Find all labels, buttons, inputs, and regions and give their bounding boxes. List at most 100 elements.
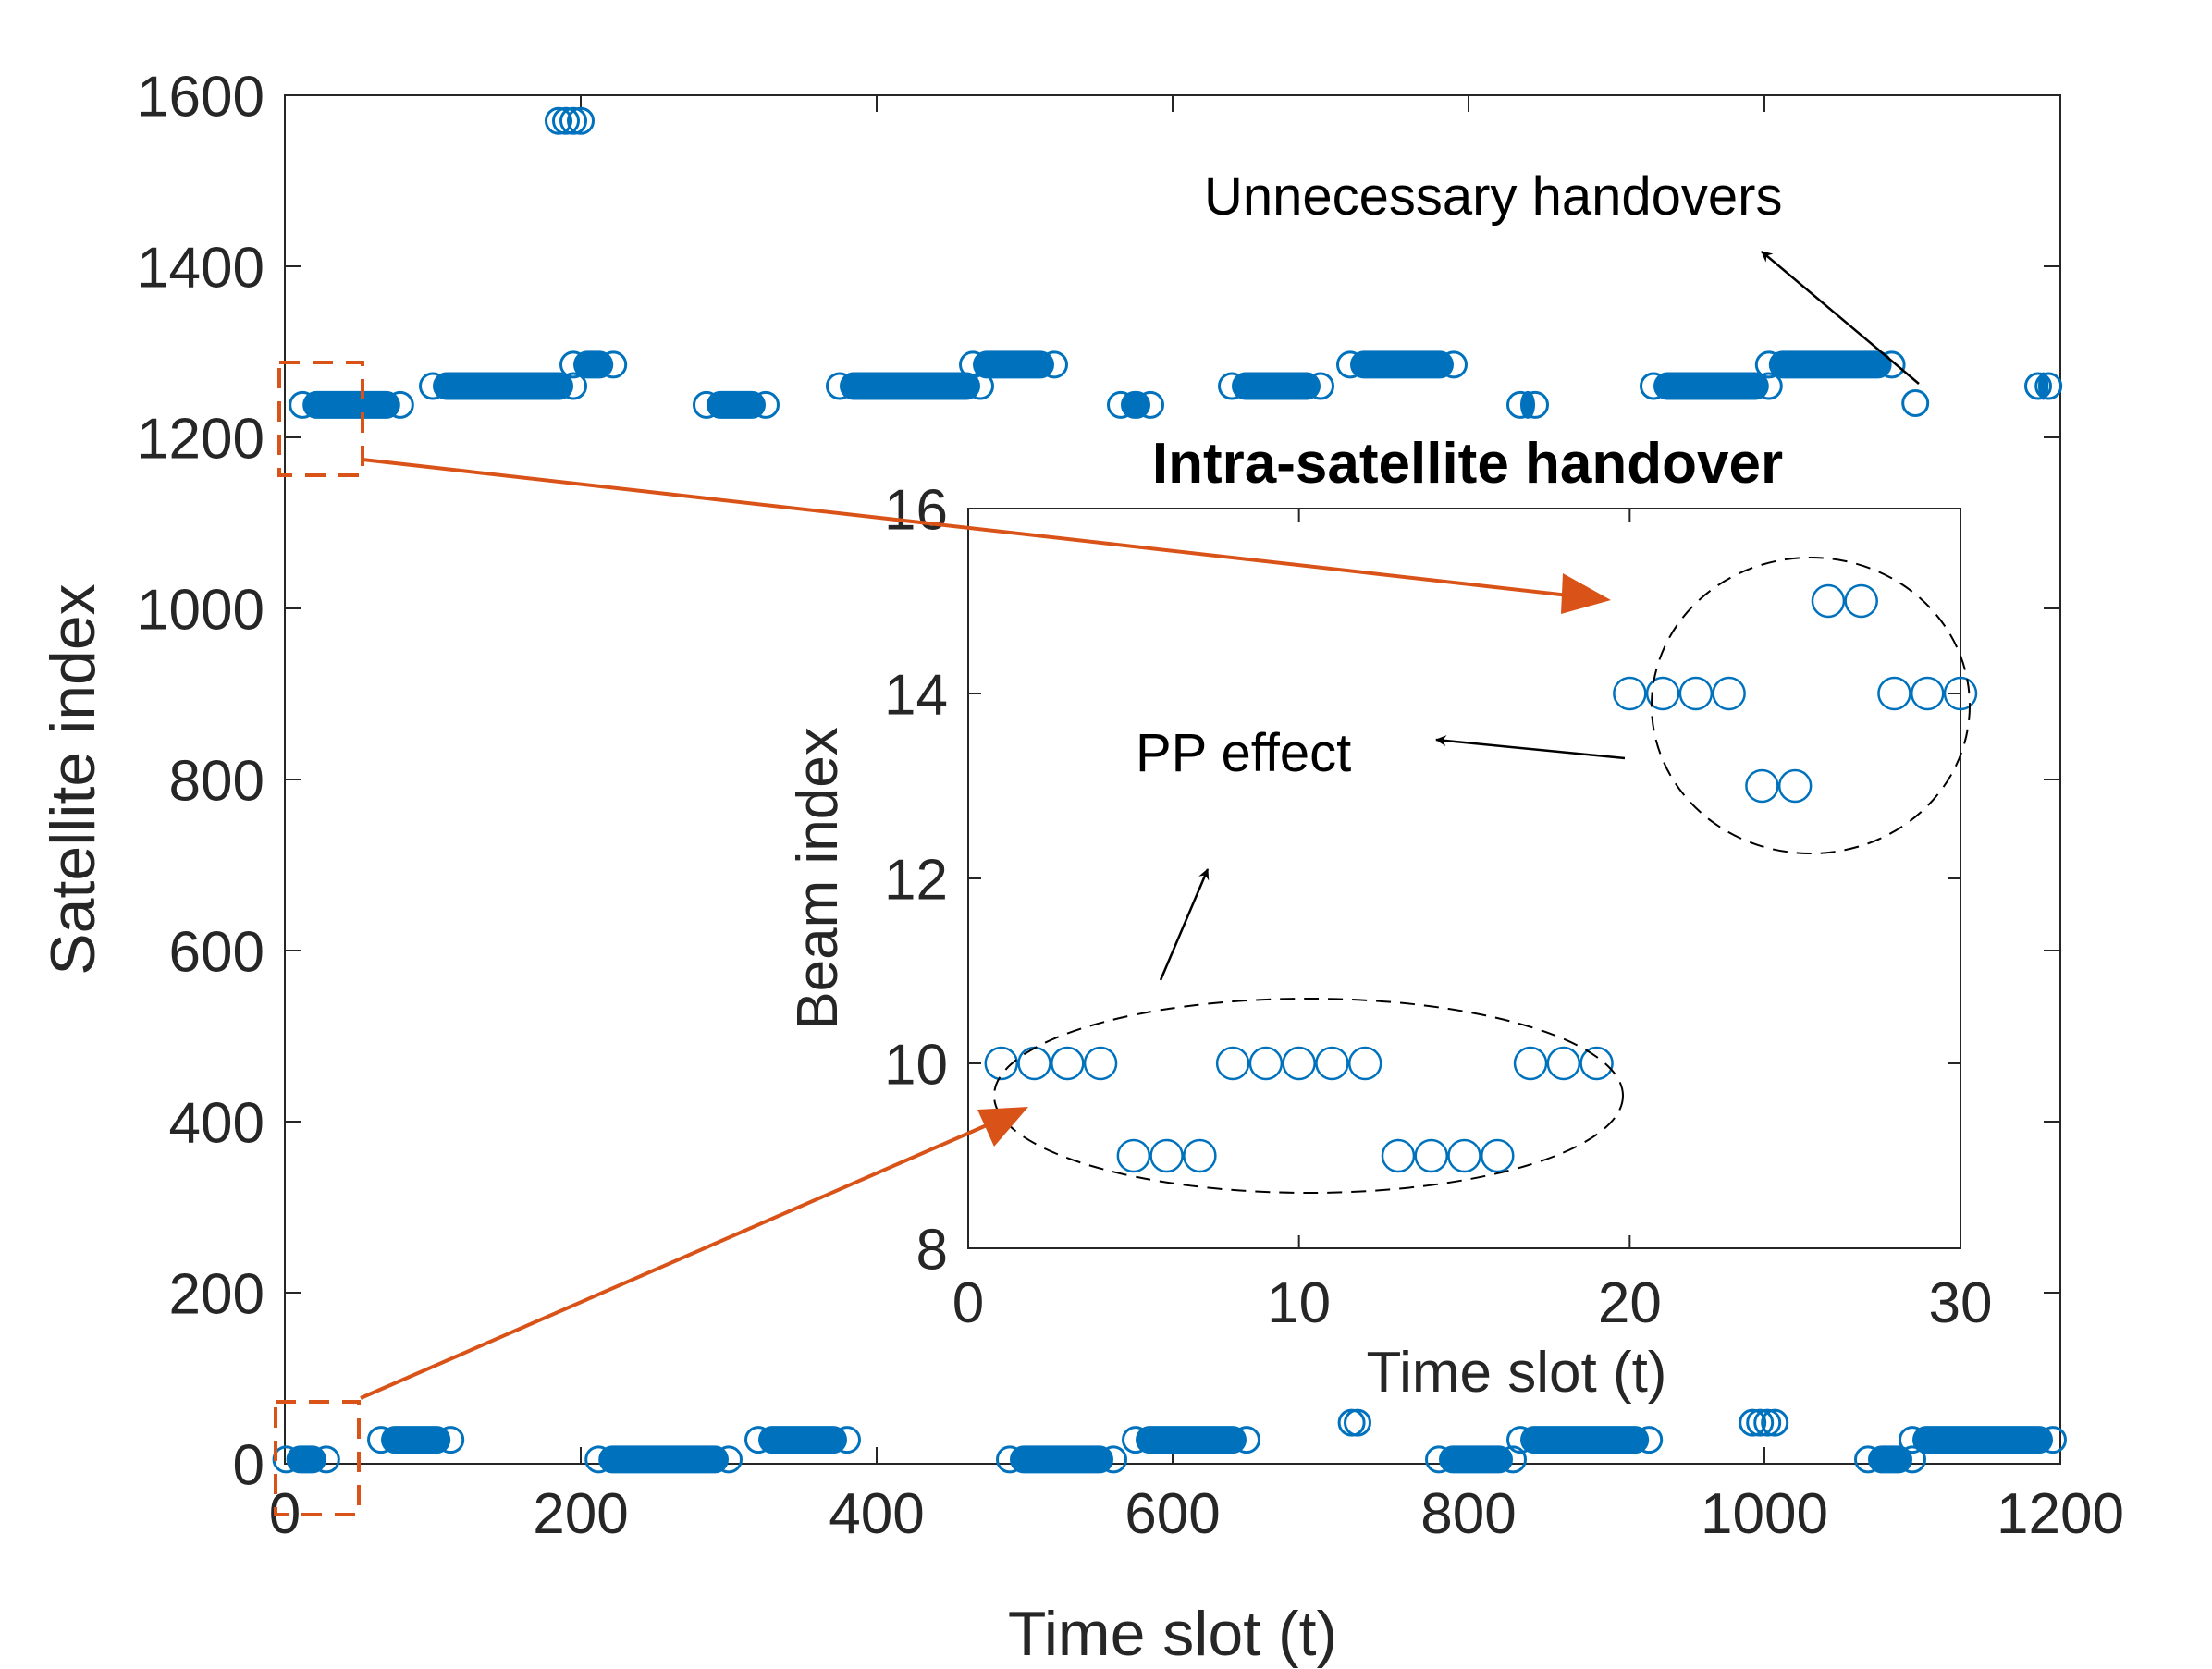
data-segment	[744, 1426, 861, 1454]
x-tick-label: 20	[1598, 1271, 1662, 1335]
data-point	[1344, 1408, 1371, 1437]
data-point	[1901, 389, 1930, 417]
data-segment-fill	[1653, 372, 1769, 400]
data-point	[559, 106, 587, 135]
data-point	[959, 350, 987, 379]
inset-x-axis-label: Time slot (t)	[1367, 1341, 1667, 1405]
data-point	[1499, 1445, 1527, 1474]
inset-data-point	[1215, 1046, 1250, 1081]
data-point	[1233, 1426, 1260, 1454]
data-point	[2024, 372, 2052, 400]
unnecessary-handovers-label: Unnecessary handovers	[1204, 166, 1782, 227]
data-segment	[1122, 1426, 1260, 1454]
data-point	[419, 372, 447, 400]
data-point	[1122, 1426, 1149, 1454]
data-point	[1425, 1445, 1453, 1474]
inset-data-point	[1811, 583, 1846, 619]
data-point	[552, 106, 580, 135]
inset-data-points	[984, 583, 1978, 1173]
data-segment-fill	[1121, 390, 1150, 419]
data-segment	[1425, 1445, 1527, 1474]
data-point	[289, 390, 317, 419]
inset-data-point	[1481, 1138, 1515, 1173]
data-segment-fill	[1232, 372, 1321, 400]
data-point	[1899, 1426, 1926, 1454]
data-point	[545, 106, 572, 135]
data-point	[2034, 372, 2063, 400]
data-point	[584, 1445, 613, 1474]
data-point	[693, 390, 720, 419]
y-tick-label: 800	[169, 749, 264, 813]
data-point	[1506, 1426, 1534, 1454]
data-segment	[996, 1445, 1127, 1474]
data-segment	[1854, 1445, 1926, 1474]
inset-data-point	[1282, 1046, 1316, 1081]
inset-data-point	[984, 1046, 1019, 1081]
data-point	[1307, 372, 1334, 400]
data-segment	[1336, 350, 1468, 379]
inset-data-point	[1051, 1046, 1085, 1081]
data-point	[1877, 350, 1906, 379]
data-segment	[1506, 390, 1549, 419]
data-point	[1640, 372, 1667, 400]
data-point	[599, 350, 628, 379]
data-point	[1107, 390, 1135, 419]
data-segment-fill	[1520, 1426, 1650, 1454]
x-tick-label: 600	[1124, 1482, 1220, 1546]
y-tick-label: 600	[169, 920, 264, 984]
data-point	[436, 1426, 465, 1454]
inset-data-point	[1315, 1046, 1349, 1081]
zoom-arrow-bottom	[360, 1107, 1028, 1400]
data-point	[744, 1426, 772, 1454]
inset-data-point	[1745, 768, 1779, 804]
inset-plot-frame	[967, 508, 1961, 1249]
inset-x-ticks: 0 10 20 30	[952, 509, 1992, 1335]
data-segment-fill	[973, 350, 1054, 379]
inset-chart: Intra-satellite handover 0 10 20 30 8 10 12 14…	[786, 432, 1992, 1405]
data-point	[752, 390, 780, 419]
y-tick-label: 1600	[137, 65, 264, 129]
data-point	[1137, 390, 1164, 419]
data-point	[1336, 350, 1364, 379]
data-segment	[272, 1445, 340, 1474]
data-point	[1440, 350, 1468, 379]
data-point	[1754, 372, 1783, 400]
data-segment-fill	[2038, 372, 2049, 400]
inset-y-axis-label: Beam index	[786, 727, 850, 1029]
y-tick-label: 12	[884, 848, 948, 912]
data-segment	[559, 350, 628, 379]
y-tick-label: 8	[916, 1218, 948, 1282]
data-point	[1040, 350, 1068, 379]
data-point	[1754, 350, 1783, 379]
inset-data-point	[1513, 1046, 1548, 1081]
data-segment-fill	[381, 1426, 451, 1454]
inset-data-point	[1645, 676, 1680, 711]
data-point	[996, 1445, 1024, 1474]
inset-data-point	[1414, 1138, 1448, 1173]
data-point	[1506, 390, 1534, 419]
intra-satellite-handover-title: Intra-satellite handover	[1152, 432, 1783, 496]
data-segment	[1218, 372, 1334, 400]
x-tick-label: 10	[1267, 1271, 1331, 1335]
inset-data-point	[1877, 676, 1911, 711]
inset-data-point	[1546, 1046, 1581, 1081]
data-segment	[1754, 350, 1906, 379]
data-segment-fill	[598, 1445, 729, 1474]
data-point	[715, 1445, 743, 1474]
inset-data-point	[1347, 1046, 1382, 1081]
highlight-box-bottom	[274, 1400, 361, 1516]
data-segment	[367, 1426, 465, 1454]
data-segment	[2024, 372, 2063, 400]
x-tick-label: 800	[1420, 1482, 1516, 1546]
y-tick-label: 1400	[137, 236, 264, 300]
inset-data-point	[1116, 1138, 1151, 1173]
inset-data-point	[1183, 1138, 1217, 1173]
pp-effect-ellipse-upper	[1651, 557, 1971, 854]
data-point	[1746, 1408, 1775, 1437]
data-segment-fill	[433, 372, 573, 400]
inset-data-point	[1777, 768, 1813, 804]
main-y-axis-label: Satellite index	[38, 583, 108, 975]
data-point	[2039, 1426, 2067, 1454]
inset-data-point	[1844, 583, 1878, 619]
inset-data-point	[1248, 1046, 1284, 1081]
